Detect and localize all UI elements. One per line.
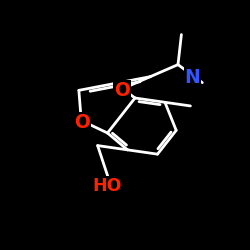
Text: HO: HO bbox=[93, 177, 122, 195]
Text: O: O bbox=[74, 113, 90, 132]
Text: O: O bbox=[114, 80, 130, 100]
Text: N: N bbox=[184, 68, 200, 87]
